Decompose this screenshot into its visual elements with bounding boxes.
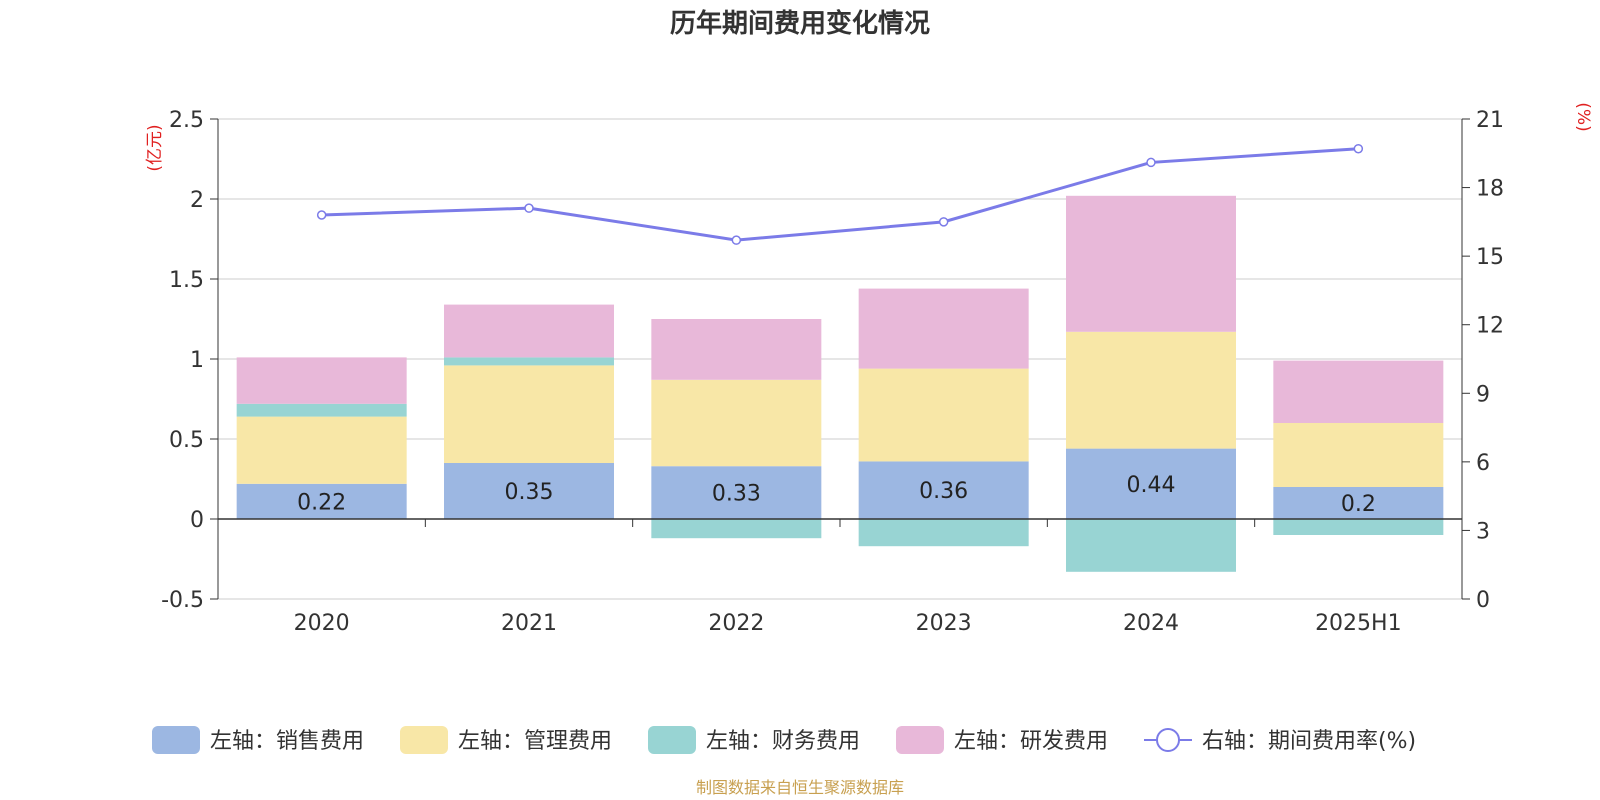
- legend-swatch: [400, 726, 448, 754]
- right-tick-label: 18: [1476, 177, 1504, 202]
- legend-label: 左轴：财务费用: [706, 729, 860, 754]
- x-tick-label: 2025H1: [1315, 611, 1402, 636]
- rate-line-point: [316, 210, 327, 220]
- bar-value-label: 0.33: [712, 482, 761, 507]
- legend: 左轴：销售费用 左轴：管理费用 左轴：财务费用 左轴：研发费用 右轴：期间费用率(%): [152, 726, 1416, 754]
- right-tick-label: 21: [1476, 108, 1504, 133]
- legend-item: 左轴：研发费用: [896, 726, 1108, 754]
- rate-line-point: [938, 217, 949, 227]
- left-tick-label: 0: [190, 508, 204, 533]
- bar-segment: [858, 461, 1029, 519]
- source-note: 制图数据来自恒生聚源数据库: [696, 778, 904, 797]
- legend-label: 左轴：销售费用: [210, 729, 364, 754]
- left-tick-label: 1.5: [169, 268, 204, 293]
- left-tick-label: 2.5: [169, 108, 204, 133]
- rate-line-path: [321, 147, 1359, 242]
- right-tick-label: 12: [1476, 314, 1504, 339]
- legend-swatch: [896, 726, 944, 754]
- legend-label: 左轴：研发费用: [954, 729, 1108, 754]
- bar-segment: [444, 357, 614, 366]
- rate-line: [316, 143, 1364, 245]
- legend-item: 右轴：期间费用率(%): [1144, 728, 1416, 754]
- left-tick-label: 2: [190, 188, 204, 213]
- bar-value-label: 0.44: [1127, 473, 1176, 498]
- right-tick-label: 0: [1476, 588, 1490, 613]
- right-axis-unit: (%): [1573, 102, 1593, 131]
- bar-value-label: 0.36: [919, 479, 968, 504]
- left-tick-label: 1: [190, 348, 204, 373]
- bar-labels: 0.22 0.35 0.33 0.36 0.44 0.2: [297, 473, 1376, 517]
- bar-segment: [236, 416, 407, 484]
- bar-segment: [1066, 519, 1236, 572]
- right-tick-label: 6: [1476, 451, 1490, 476]
- legend-swatch: [648, 726, 696, 754]
- x-tick-label: 2021: [501, 611, 557, 636]
- rate-line-point: [524, 203, 534, 213]
- legend-label: 右轴：期间费用率(%): [1202, 729, 1416, 754]
- left-axis-unit: (亿元): [145, 124, 165, 171]
- bar-segment: [651, 319, 822, 380]
- rate-line-point: [731, 235, 742, 245]
- rate-line-point: [1146, 157, 1156, 168]
- bar-segment: [651, 379, 822, 467]
- bar-segment: [858, 519, 1029, 547]
- bar-segment: [444, 304, 614, 358]
- x-tick-label: 2022: [708, 611, 764, 636]
- x-tick-label: 2023: [916, 611, 972, 636]
- bar-segment: [1066, 331, 1236, 449]
- bar-segment: [1273, 519, 1444, 535]
- bar-segment: [444, 463, 614, 519]
- legend-swatch: [152, 726, 200, 754]
- bar-value-label: 0.22: [297, 490, 346, 515]
- legend-label: 左轴：管理费用: [458, 729, 612, 754]
- bar-value-label: 0.2: [1341, 492, 1376, 517]
- bar-value-label: 0.35: [505, 480, 554, 505]
- left-tick-label: -0.5: [161, 588, 204, 613]
- bars: [236, 195, 1444, 572]
- legend-item: 左轴：财务费用: [648, 726, 860, 754]
- bar-segment: [236, 403, 407, 417]
- bar-segment: [858, 368, 1029, 462]
- right-tick-label: 9: [1476, 382, 1490, 407]
- bar-segment: [858, 288, 1029, 369]
- bar-segment: [1066, 448, 1236, 519]
- bar-segment: [651, 466, 822, 519]
- bar-segment: [236, 357, 407, 404]
- legend-item: 左轴：销售费用: [152, 726, 364, 754]
- legend-line-marker: [1156, 728, 1180, 752]
- bar-segment: [1273, 423, 1444, 487]
- chart-title: 历年期间费用变化情况: [670, 8, 930, 39]
- bar-segment: [651, 519, 822, 539]
- bar-segment: [1273, 360, 1444, 423]
- x-tick-label: 2024: [1123, 611, 1179, 636]
- axes: -0.5 0 0.5 1 1.5 2 2.5 0 3 6 9 12 15 18 21 2020 2021 2022…: [161, 108, 1504, 636]
- legend-item: 左轴：管理费用: [400, 726, 612, 754]
- right-tick-label: 15: [1476, 245, 1504, 270]
- rate-line-point: [1353, 143, 1364, 154]
- x-tick-label: 2020: [294, 611, 350, 636]
- bar-segment: [1273, 487, 1444, 519]
- grid: [218, 118, 1462, 600]
- bar-segment: [1066, 195, 1236, 332]
- right-tick-label: 3: [1476, 519, 1490, 544]
- left-tick-label: 0.5: [169, 428, 204, 453]
- bar-segment: [236, 483, 407, 519]
- bar-segment: [444, 365, 614, 463]
